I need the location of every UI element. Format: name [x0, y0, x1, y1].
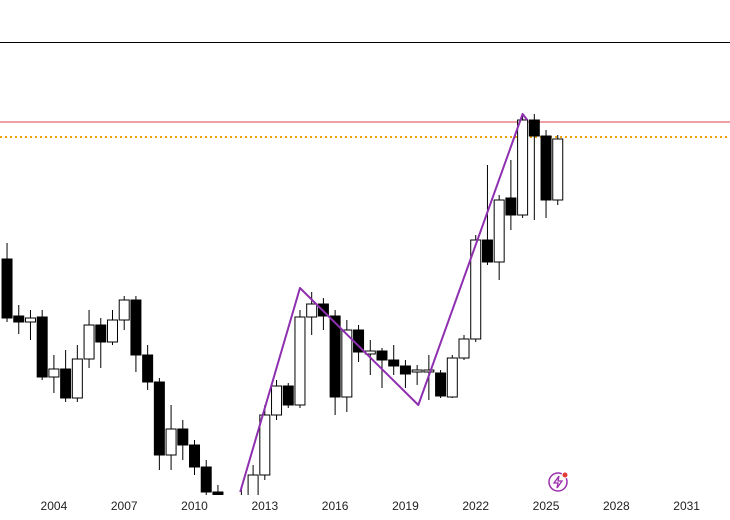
candle-body	[36, 316, 48, 378]
candle-body	[142, 354, 154, 383]
candle-body	[13, 315, 25, 323]
x-tick-label: 2031	[673, 499, 700, 513]
candle-body	[95, 324, 107, 343]
candle-body	[329, 315, 341, 398]
candle-body	[341, 329, 353, 398]
candle-body	[505, 197, 517, 216]
candle-body	[83, 324, 95, 360]
candle-body	[71, 358, 83, 399]
x-tick-label: 2025	[533, 499, 560, 513]
candle-body	[118, 299, 130, 321]
x-tick-label: 2016	[322, 499, 349, 513]
candle-body	[552, 138, 564, 201]
candle-body	[411, 369, 423, 373]
candle-body	[481, 239, 493, 263]
candle-body	[540, 135, 552, 201]
x-tick-label: 2019	[392, 499, 419, 513]
candle-body	[24, 317, 36, 323]
candle-body	[259, 414, 271, 476]
x-tick-label: 2007	[111, 499, 138, 513]
candle-body	[470, 239, 482, 340]
candle-body	[282, 385, 294, 406]
candle-body	[189, 444, 201, 468]
candle-body	[399, 365, 411, 375]
candle-body	[247, 474, 259, 495]
candle-body	[528, 119, 540, 137]
candle-body	[165, 428, 177, 456]
candle-body	[423, 369, 435, 373]
candle-body	[517, 119, 529, 216]
candle-body	[294, 316, 306, 406]
x-tick-label: 2013	[251, 499, 278, 513]
candle-body	[212, 491, 224, 495]
zigzag-line	[239, 113, 529, 493]
candle-body	[493, 199, 505, 263]
candle-body	[271, 385, 283, 416]
candle-body	[153, 381, 165, 456]
candle-body	[376, 350, 388, 361]
candle-body	[106, 319, 118, 343]
candle-body	[458, 338, 470, 359]
x-tick-label: 2010	[181, 499, 208, 513]
lightning-icon	[548, 471, 569, 492]
candle-body	[60, 368, 72, 399]
candle-body	[1, 258, 13, 319]
candle-body	[306, 303, 318, 318]
x-tick-label: 2028	[603, 499, 630, 513]
x-tick-label: 2022	[462, 499, 489, 513]
candle-body	[446, 357, 458, 398]
x-axis: 2004 2007 2010 2013 2016 2019 2022 2025 2028 2031	[41, 499, 701, 513]
candle-body	[435, 372, 447, 397]
candle-body	[200, 466, 212, 493]
candle-body	[177, 428, 189, 446]
plot-area	[0, 113, 730, 495]
candle-body	[130, 299, 142, 356]
candle-body	[48, 368, 60, 378]
x-tick-label: 2004	[41, 499, 68, 513]
candle-body	[388, 359, 400, 367]
